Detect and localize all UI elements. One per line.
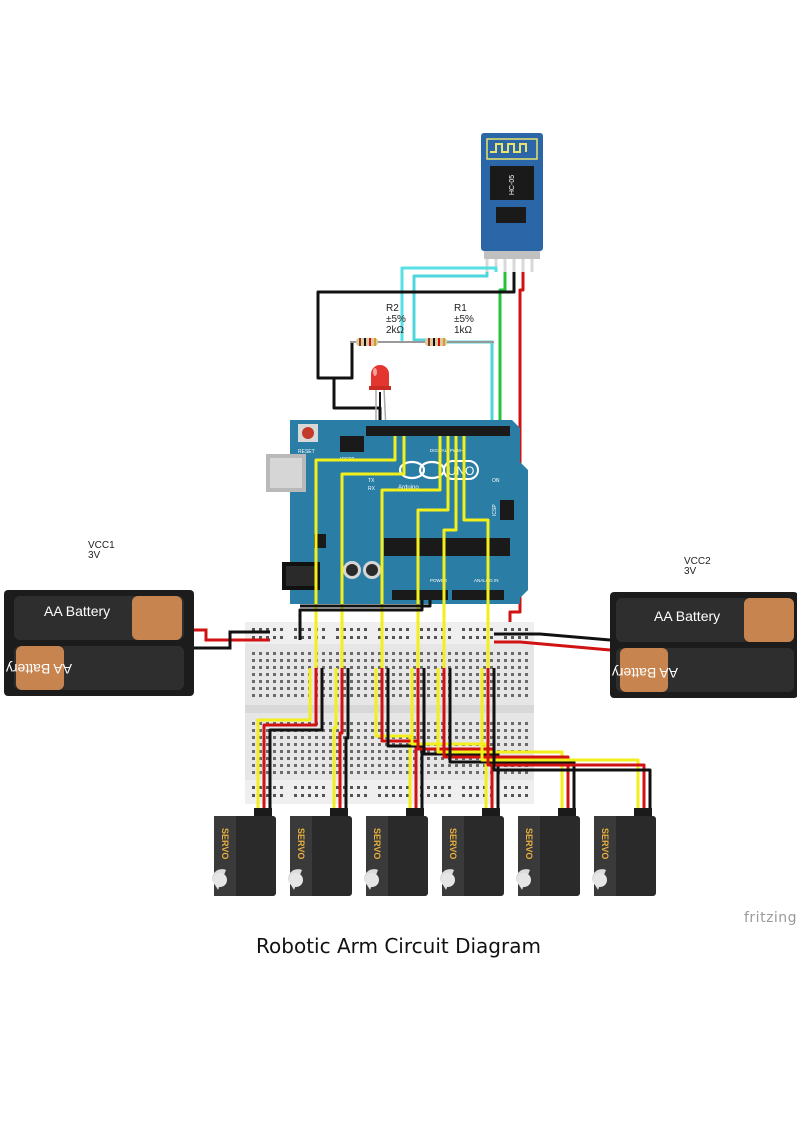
vcc2-label: VCC2	[684, 556, 711, 567]
r2-ref: R2	[386, 303, 399, 314]
bluetooth-name: HC-05	[509, 175, 516, 195]
tx-label: TX	[368, 478, 375, 484]
resistor-r1	[404, 338, 494, 346]
servo-group: SERVO SERVO SERVO SERVO SERVO SERVO	[211, 668, 656, 896]
on-label: ON	[492, 478, 500, 484]
r1-ref: R1	[454, 303, 467, 314]
servo-label: SERVO	[524, 828, 534, 859]
rx-label: RX	[368, 486, 376, 492]
servo-3: SERVO	[363, 668, 428, 896]
servo-6: SERVO	[480, 668, 656, 896]
battery-left-cell-1: AA Battery	[44, 603, 110, 619]
fritzing-watermark: fritzing	[744, 910, 797, 926]
battery-right-cell-1: AA Battery	[654, 608, 720, 624]
power-label: POWER	[430, 578, 448, 583]
arduino-model: UNO	[448, 464, 475, 478]
reset-label: RESET	[298, 449, 315, 455]
vcc2-voltage: 3V	[684, 566, 697, 577]
r2-tolerance: ±5%	[386, 314, 406, 325]
resistor-r2	[350, 338, 404, 346]
r2-value: 2kΩ	[386, 325, 405, 336]
servo-2: SERVO	[287, 668, 352, 896]
bluetooth-module-icon: HC-05	[509, 175, 516, 195]
analog-label: ANALOG IN	[474, 578, 499, 583]
diagram-caption: Robotic Arm Circuit Diagram	[256, 934, 541, 958]
led	[369, 365, 391, 431]
vcc1-label: VCC1	[88, 540, 115, 551]
r1-tolerance: ±5%	[454, 314, 474, 325]
servo-1: SERVO	[211, 668, 324, 896]
servo-label: SERVO	[372, 828, 382, 859]
servo-label: SERVO	[600, 828, 610, 859]
servo-5: SERVO	[436, 668, 580, 896]
vcc1-voltage: 3V	[88, 550, 101, 561]
servo-4: SERVO	[410, 668, 504, 896]
servo-label: SERVO	[220, 828, 230, 859]
battery-right-cell-2: AA Battery	[612, 665, 678, 681]
servo-label: SERVO	[296, 828, 306, 859]
bluetooth-module: HC-05	[481, 133, 543, 272]
battery-pack-left: AA Battery AA Battery	[4, 590, 194, 696]
battery-pack-right: AA Battery AA Battery	[610, 592, 797, 698]
battery-left-cell-2: AA Battery	[6, 661, 72, 677]
arduino-brand: Arduino	[398, 485, 419, 491]
icsp-label: ICSP	[492, 504, 498, 516]
r1-value: 1kΩ	[454, 325, 473, 336]
arduino-uno: RESET ICSP2 DIGITAL (PWM~) UNO Arduino T…	[266, 420, 528, 604]
servo-label: SERVO	[448, 828, 458, 859]
battery-wires	[194, 628, 611, 652]
signal-wires	[298, 436, 490, 668]
